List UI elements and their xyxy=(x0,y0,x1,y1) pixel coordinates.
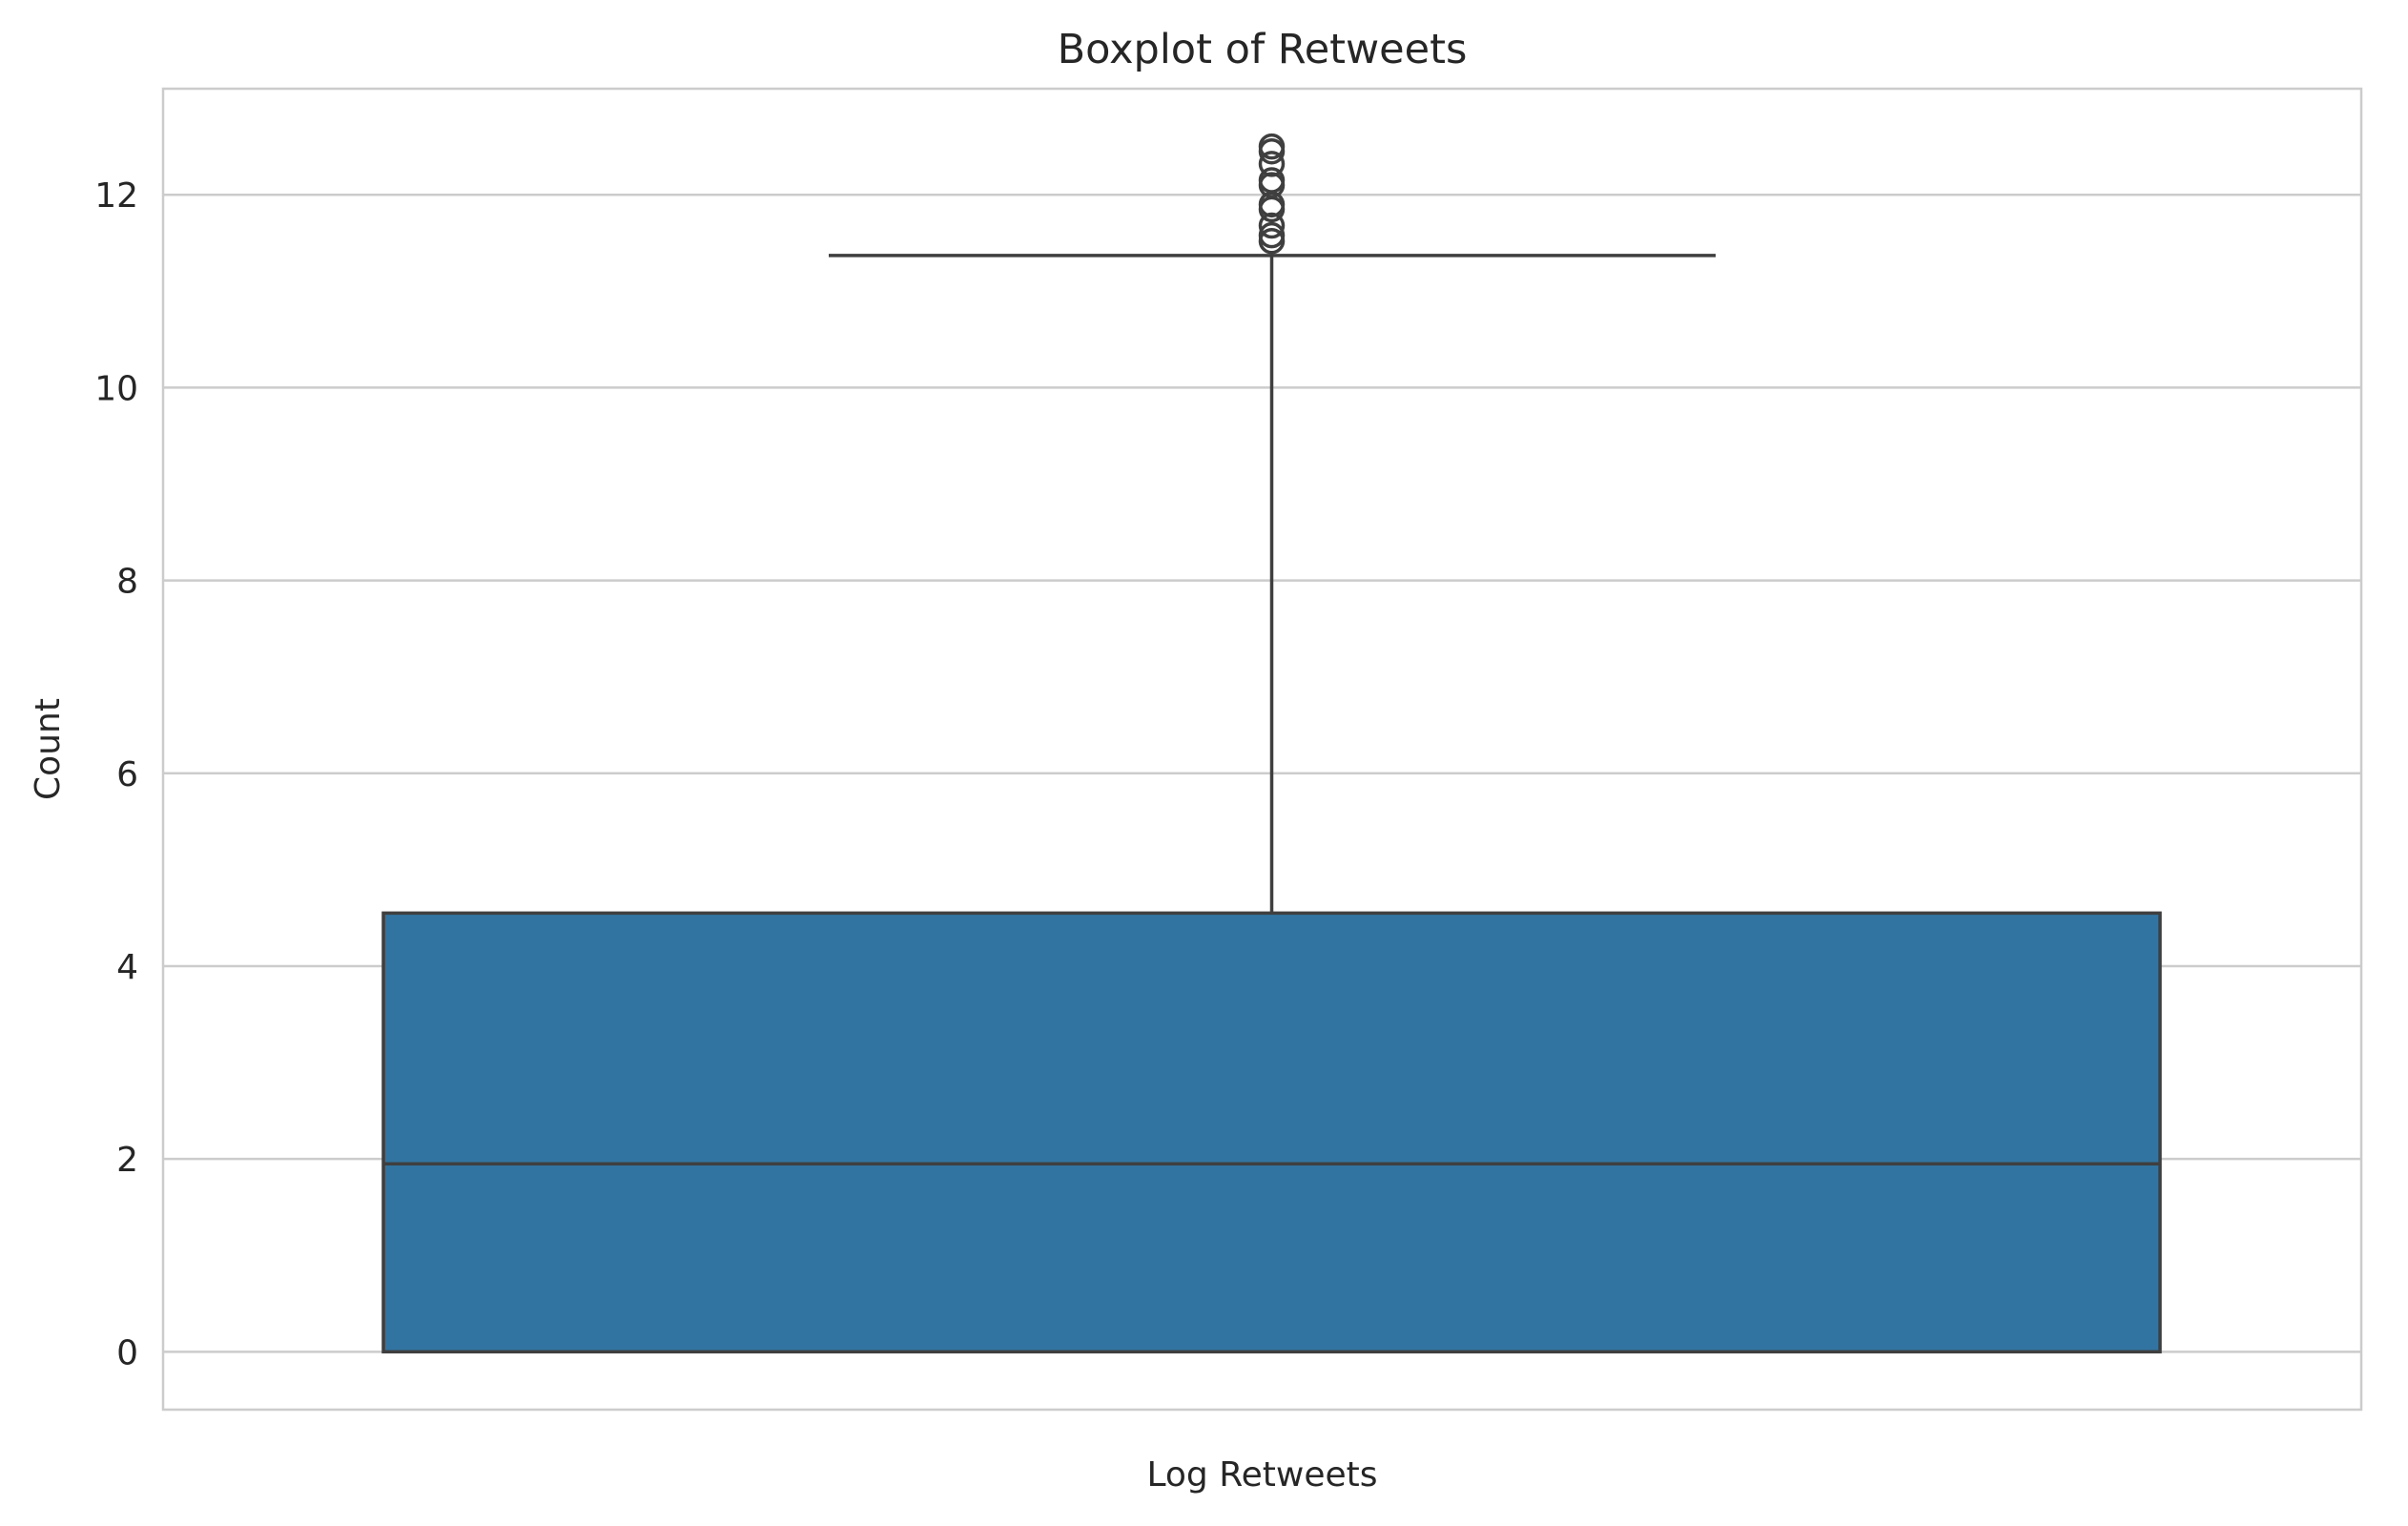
outlier-point xyxy=(1258,133,1286,160)
y-tick-label: 4 xyxy=(116,948,138,987)
y-tick-labels: 0 2 4 6 8 10 12 xyxy=(94,176,138,1372)
iqr-box xyxy=(381,911,2162,1354)
outlier-point xyxy=(1258,212,1286,239)
y-tick-label: 8 xyxy=(116,563,138,602)
x-axis-label: Log Retweets xyxy=(1146,1455,1377,1495)
chart-title: Boxplot of Retweets xyxy=(1058,26,1468,73)
y-tick-label: 0 xyxy=(116,1333,138,1372)
y-tick-label: 10 xyxy=(94,369,138,408)
plot-frame xyxy=(161,87,2363,1412)
outlier-point xyxy=(1258,167,1286,194)
outlier-point xyxy=(1258,151,1286,177)
y-axis-label: Count xyxy=(29,698,68,800)
y-tick-label: 2 xyxy=(116,1141,138,1180)
y-tick-label: 6 xyxy=(116,755,138,794)
y-tick-label: 12 xyxy=(94,176,138,216)
box-group xyxy=(381,133,2162,1354)
outlier-point xyxy=(1258,221,1286,249)
